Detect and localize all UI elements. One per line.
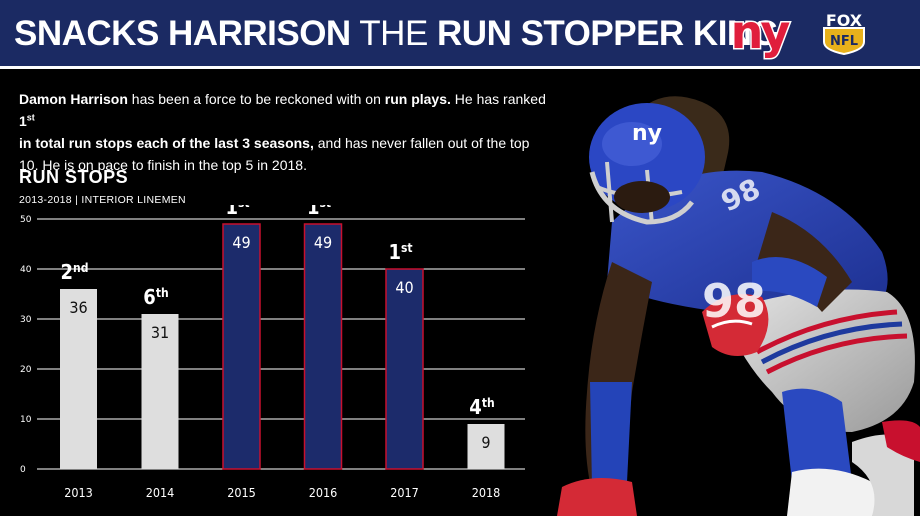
fox-text: FOX xyxy=(826,11,863,30)
nfl-text: NFL xyxy=(830,34,858,49)
bar-2015 xyxy=(222,223,261,470)
desc-text-3: and has never fallen out of the top 10. … xyxy=(19,135,530,173)
title-part-1: SNACKS HARRISON xyxy=(14,14,351,53)
x-tick-label: 2013 xyxy=(64,485,93,500)
player-name: Damon Harrison xyxy=(19,91,128,107)
bar-2017 xyxy=(385,268,424,470)
rank-label: 1st xyxy=(307,205,331,219)
description-paragraph: Damon Harrison has been a force to be re… xyxy=(19,88,549,176)
rank-label: 4th xyxy=(469,395,494,419)
y-tick-label: 40 xyxy=(20,265,32,275)
title-part-2: THE xyxy=(359,14,428,53)
y-tick-label: 50 xyxy=(20,215,32,225)
chart-grid: 0 10 20 30 40 50 xyxy=(20,215,525,475)
desc-text-2: He has ranked xyxy=(450,91,546,107)
bar-2014 xyxy=(141,314,179,469)
x-tick-label: 2018 xyxy=(472,485,501,500)
desc-rank-suffix: st xyxy=(26,112,35,123)
fox-nfl-badge: FOX NFL xyxy=(823,11,865,56)
player-photo: ny 98 98 xyxy=(557,96,920,516)
y-tick-label: 0 xyxy=(20,465,26,475)
bar-2018 xyxy=(467,424,505,469)
giants-logo-text: ny xyxy=(731,8,791,59)
run-stops-chart: 0 10 20 30 40 50 36 2nd 2013 31 6th 2014 49 1st 2015 4… xyxy=(20,205,525,500)
y-tick-label: 20 xyxy=(20,365,32,375)
desc-text-1: has been a force to be reckoned with on xyxy=(127,91,385,107)
bar-2013 xyxy=(60,289,97,469)
chart-labels: 36 2nd 2013 31 6th 2014 49 1st 2015 49 1st 2016 40 1s… xyxy=(61,205,501,500)
bar-2016 xyxy=(303,223,343,470)
x-tick-label: 2015 xyxy=(227,485,256,500)
page-title: SNACKS HARRISON THE RUN STOPPER KING xyxy=(14,14,779,54)
header-banner: SNACKS HARRISON THE RUN STOPPER KING ny … xyxy=(0,0,920,69)
chart-subtitle: 2013-2018 | INTERIOR LINEMEN xyxy=(19,194,186,206)
desc-bold-2: in total run stops each of the last 3 se… xyxy=(19,135,314,151)
bar-value-label: 31 xyxy=(151,323,169,342)
bar-value-label: 36 xyxy=(69,298,87,317)
rank-label: 6th xyxy=(143,285,168,309)
y-tick-label: 10 xyxy=(20,415,32,425)
desc-rank-number: 1 xyxy=(19,113,27,129)
bar-value-label: 49 xyxy=(232,233,250,252)
x-tick-label: 2016 xyxy=(309,485,338,500)
rank-label: 2nd xyxy=(61,260,89,284)
rank-label: 1st xyxy=(225,205,249,219)
bar-value-label: 40 xyxy=(395,278,413,297)
chart-bars xyxy=(60,223,505,470)
svg-text:98: 98 xyxy=(702,274,766,328)
chart-title: RUN STOPS xyxy=(19,167,129,187)
x-tick-label: 2017 xyxy=(390,485,419,500)
title-part-3: RUN STOPPER KING xyxy=(437,14,779,53)
svg-text:ny: ny xyxy=(632,121,662,146)
rank-label: 1st xyxy=(388,240,412,264)
giants-logo: ny xyxy=(729,8,794,60)
bar-value-label: 9 xyxy=(481,433,490,452)
y-tick-label: 30 xyxy=(20,315,32,325)
x-tick-label: 2014 xyxy=(146,485,175,500)
desc-bold-1: run plays. xyxy=(384,91,451,107)
bar-value-label: 49 xyxy=(314,233,332,252)
